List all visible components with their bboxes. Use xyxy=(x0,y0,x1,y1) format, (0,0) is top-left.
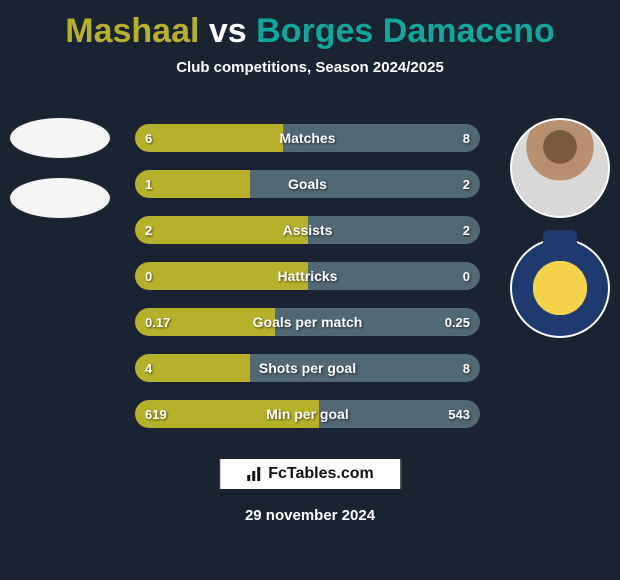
player-left-photo-placeholder xyxy=(10,118,110,158)
stat-bar-left xyxy=(135,308,275,336)
stat-bar-left xyxy=(135,262,308,290)
stat-bar-right xyxy=(250,354,480,382)
subtitle: Club competitions, Season 2024/2025 xyxy=(0,59,620,76)
left-avatar-column xyxy=(10,118,110,218)
stat-row: 68Matches xyxy=(135,124,480,152)
stat-row: 0.170.25Goals per match xyxy=(135,308,480,336)
stat-row: 22Assists xyxy=(135,216,480,244)
stat-bar-right xyxy=(250,170,480,198)
right-avatar-column xyxy=(510,118,610,338)
stat-row: 12Goals xyxy=(135,170,480,198)
footer-date: 29 november 2024 xyxy=(0,507,620,524)
brand-badge: FcTables.com xyxy=(219,458,401,490)
brand-text: FcTables.com xyxy=(268,465,374,483)
title-player-left: Mashaal xyxy=(65,12,199,50)
chart-icon xyxy=(246,466,262,482)
comparison-title: Mashaal vs Borges Damaceno xyxy=(0,0,620,51)
stat-bar-left xyxy=(135,124,283,152)
stat-bar-right xyxy=(308,262,481,290)
stat-bar-left xyxy=(135,354,250,382)
stat-bar-left xyxy=(135,400,319,428)
stat-bars: 68Matches 12Goals 22Assists 00Hattricks 0.17… xyxy=(135,124,480,428)
player-right-club-logo xyxy=(510,238,610,338)
stat-bar-right xyxy=(283,124,480,152)
stat-bar-right xyxy=(308,216,481,244)
stat-row: 00Hattricks xyxy=(135,262,480,290)
stat-bar-right xyxy=(275,308,480,336)
stat-row: 48Shots per goal xyxy=(135,354,480,382)
stat-bar-right xyxy=(319,400,480,428)
stat-bar-left xyxy=(135,170,250,198)
title-player-right: Borges Damaceno xyxy=(256,12,555,50)
player-right-photo xyxy=(510,118,610,218)
stat-bar-left xyxy=(135,216,308,244)
stat-row: 619543Min per goal xyxy=(135,400,480,428)
title-vs: vs xyxy=(199,12,256,50)
player-left-club-placeholder xyxy=(10,178,110,218)
